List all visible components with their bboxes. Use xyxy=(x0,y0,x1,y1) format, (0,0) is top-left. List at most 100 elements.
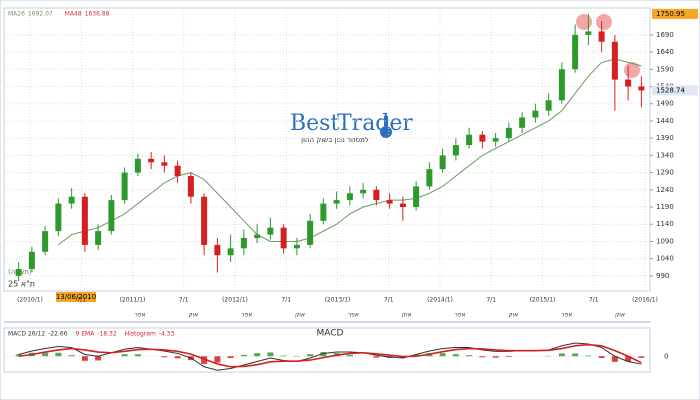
candle-body xyxy=(373,189,380,201)
candle-body xyxy=(466,134,473,146)
candle-body xyxy=(81,196,88,245)
indicator-name: MA26 xyxy=(8,11,25,18)
index-name: ת"א 25 xyxy=(8,280,35,289)
histogram-bar xyxy=(240,354,247,357)
candle-body xyxy=(572,34,579,70)
x-tick-label: (2011/1) xyxy=(120,297,146,304)
candle-body xyxy=(611,41,618,80)
histogram-bar xyxy=(15,354,22,357)
macd-legend-value: -4.33 xyxy=(159,331,175,338)
candle-body xyxy=(95,231,102,245)
x-tick-label: 7/1 xyxy=(589,297,599,304)
x-tick-label: 7/1 xyxy=(179,297,189,304)
histogram-bar xyxy=(638,356,645,358)
candle-body xyxy=(426,169,433,187)
histogram-bar xyxy=(121,354,128,357)
candle-body xyxy=(240,238,247,249)
y-tick-label: 1040 xyxy=(656,255,674,263)
histogram-bar xyxy=(611,356,618,362)
x-tick-label: אפר xyxy=(561,312,572,319)
candle-body xyxy=(148,158,155,163)
ma-line xyxy=(58,58,642,246)
candle-body xyxy=(42,231,49,252)
histogram-bar xyxy=(373,356,380,358)
candle-body xyxy=(280,227,287,249)
y-tick-label: 1640 xyxy=(656,48,674,56)
y-tick-label: 1690 xyxy=(656,31,674,39)
indicator-value: 1692.07 xyxy=(28,11,53,18)
candle-body xyxy=(519,117,526,128)
indicator-name: MA48 xyxy=(65,11,82,18)
signal-line xyxy=(18,343,642,368)
candle-body xyxy=(532,110,539,118)
logo-subtitle: למסחר נכון בשוק ההון xyxy=(301,136,369,144)
x-tick-label: אוק xyxy=(508,312,518,319)
candle-body xyxy=(134,158,141,173)
y-tick-label: 1390 xyxy=(656,134,674,142)
x-tick-label: 7/1 xyxy=(486,297,496,304)
histogram-bar xyxy=(346,354,353,357)
candle-body xyxy=(55,203,62,232)
price-panel xyxy=(3,7,651,292)
histogram-bar xyxy=(81,356,88,361)
y-tick-label: 1240 xyxy=(656,186,674,194)
candle-body xyxy=(227,248,234,256)
histogram-bar xyxy=(161,356,168,358)
x-tick-label: אוק xyxy=(295,312,305,319)
candle-body xyxy=(293,244,300,249)
macd-tick-label: 0 xyxy=(664,352,668,360)
histogram-bar xyxy=(95,356,102,361)
candle-body xyxy=(214,244,221,256)
candle-body xyxy=(452,145,459,156)
x-tick-label: אוק xyxy=(188,312,198,319)
macd-legend-value: -22.66 xyxy=(48,331,68,338)
candle-body xyxy=(121,172,128,201)
x-tick-label: 7/1 xyxy=(384,297,394,304)
indicator-value: 1636.88 xyxy=(85,11,110,18)
histogram-bar xyxy=(492,356,499,358)
candle-body xyxy=(413,186,420,208)
candle-body xyxy=(174,165,181,177)
highlight-circle xyxy=(596,14,612,30)
highlight-circle xyxy=(576,14,592,30)
histogram-bar xyxy=(466,355,473,357)
candle-body xyxy=(108,200,115,232)
y-tick-label: 990 xyxy=(656,272,669,280)
candle-body xyxy=(187,176,194,197)
x-tick-label: (2012/1) xyxy=(222,297,248,304)
cursor-date: 13/06/2010 xyxy=(56,293,96,301)
y-tick-label: 1290 xyxy=(656,169,674,177)
logo: Best Trader למסחר נכון בשוק ההון xyxy=(290,111,413,144)
candle-body xyxy=(68,196,75,204)
histogram-bar xyxy=(42,352,49,357)
candle-body xyxy=(505,127,512,139)
histogram-bar xyxy=(479,356,486,358)
cursor-date-box xyxy=(56,292,96,302)
high-price-label-box xyxy=(652,8,698,19)
histogram-bar xyxy=(201,356,208,364)
x-tick-label: (2010/1) xyxy=(17,297,43,304)
x-tick-label: אפר xyxy=(241,312,252,319)
histogram-bar xyxy=(227,356,234,358)
macd-legend-name: Histogram xyxy=(125,331,156,338)
y-tick-label: 1190 xyxy=(656,203,674,211)
histogram-bar xyxy=(68,355,75,357)
candle-body xyxy=(307,220,314,245)
x-tick-label: אוק xyxy=(615,312,625,319)
x-tick-label: 7/1 xyxy=(281,297,291,304)
candle-body xyxy=(346,193,353,201)
histogram-bar xyxy=(439,353,446,357)
candle-body xyxy=(386,200,393,204)
logo-best: Best xyxy=(290,111,339,136)
x-tick-label: אוק xyxy=(402,312,412,319)
logo-trader: Trader xyxy=(337,111,413,136)
candle-body xyxy=(479,134,486,142)
histogram-bar xyxy=(134,354,141,357)
candle-body xyxy=(333,200,340,204)
histogram-bar xyxy=(254,353,261,357)
y-tick-label: 1140 xyxy=(656,220,674,228)
y-tick-label: 1490 xyxy=(656,100,674,108)
candle-body xyxy=(161,162,168,166)
x-tick-label: (2014/1) xyxy=(427,297,453,304)
